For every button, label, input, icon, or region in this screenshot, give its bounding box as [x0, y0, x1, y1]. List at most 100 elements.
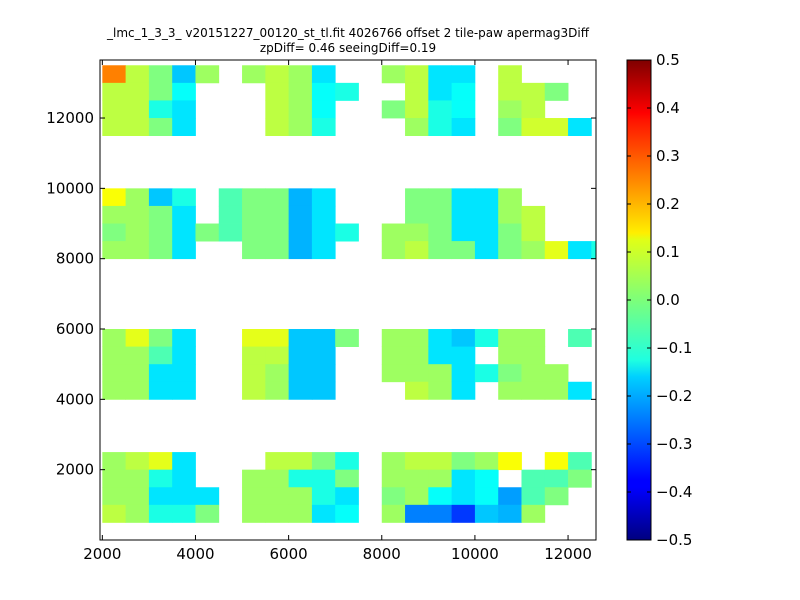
heatmap-cell: [102, 346, 127, 365]
heatmap-cell: [242, 205, 266, 224]
heatmap-cell: [405, 188, 429, 207]
y-tick-label: 10000: [46, 179, 94, 197]
heatmap-cell: [148, 65, 173, 84]
heatmap-cell: [451, 82, 476, 101]
heatmap-cell: [544, 469, 569, 488]
heatmap-cell: [405, 329, 429, 347]
heatmap-cell: [172, 100, 196, 119]
heatmap-cell: [172, 452, 196, 471]
heatmap-cell: [568, 118, 592, 136]
heatmap-cell: [242, 469, 266, 488]
heatmap-cell: [405, 452, 429, 471]
heatmap-cell: [311, 452, 336, 471]
heatmap-cell: [265, 329, 290, 347]
heatmap-cell: [474, 504, 499, 523]
heatmap-cell: [148, 487, 173, 506]
heatmap-cell: [405, 241, 429, 260]
heatmap-cell: [498, 381, 522, 400]
heatmap-cell: [288, 65, 313, 84]
heatmap-cell: [242, 487, 266, 506]
heatmap-cell: [405, 82, 429, 101]
heatmap-cell: [405, 346, 429, 365]
colorbar-ticks: 0.5 0.4 0.3 0.2 0.1 0.0 −0.1 −0.2 −0.3 −0.4 −0.5: [627, 51, 692, 549]
heatmap-cell: [242, 364, 266, 383]
heatmap-cell: [125, 205, 150, 224]
heatmap-cell: [288, 346, 313, 365]
colorbar-tick-label: 0.2: [656, 195, 680, 213]
heatmap-cell: [102, 205, 127, 224]
heatmap-cell: [242, 188, 266, 207]
heatmap-cell: [265, 487, 290, 506]
heatmap-cell: [172, 504, 196, 523]
heatmap-cell: [265, 504, 290, 523]
heatmap-cell: [428, 205, 453, 224]
heatmap-cell: [474, 188, 499, 207]
heatmap-cell: [568, 381, 592, 400]
heatmap-cell: [288, 205, 313, 224]
heatmap-cell: [102, 381, 127, 400]
heatmap-cell: [428, 469, 453, 488]
heatmap-cell: [521, 118, 546, 136]
heatmap-cell: [521, 329, 546, 347]
heatmap-cell: [265, 364, 290, 383]
heatmap-cell: [498, 487, 522, 506]
heatmap-cell: [288, 241, 313, 260]
heatmap-cell: [148, 241, 173, 260]
heatmap-cell: [311, 487, 336, 506]
heatmap-cell: [544, 452, 569, 471]
heatmap-cell: [381, 65, 406, 84]
heatmap-cell: [242, 381, 266, 400]
heatmap-cell: [335, 452, 359, 471]
heatmap-cell: [172, 329, 196, 347]
heatmap-cell: [288, 82, 313, 101]
heatmap-cell: [288, 381, 313, 400]
heatmap-cell: [498, 364, 522, 383]
heatmap-cell: [335, 487, 359, 506]
colorbar-tick-label: 0.0: [656, 291, 680, 309]
heatmap-cell: [288, 118, 313, 136]
heatmap-cell: [405, 504, 429, 523]
chart-subtitle: zpDiff= 0.46 seeingDiff=0.19: [260, 41, 436, 55]
heatmap-cell: [125, 381, 150, 400]
heatmap-cell: [102, 118, 127, 136]
heatmap-cell: [148, 452, 173, 471]
heatmap-cell: [521, 205, 546, 224]
heatmap-cell: [544, 364, 569, 383]
heatmap-cell: [172, 487, 196, 506]
heatmap-cell: [102, 100, 127, 119]
heatmap-cell: [521, 223, 546, 242]
chart-title: _lmc_1_3_3_ v20151227_00120_st_tl.fit 40…: [106, 26, 590, 40]
heatmap-cell: [148, 364, 173, 383]
heatmap-cell: [125, 223, 150, 242]
heatmap-cell: [405, 118, 429, 136]
heatmap-cell: [172, 364, 196, 383]
heatmap-cell: [544, 82, 569, 101]
heatmap-cell: [311, 469, 336, 488]
colorbar-tick-label: −0.1: [656, 339, 692, 357]
heatmap-cell: [428, 364, 453, 383]
heatmap-cell: [335, 329, 359, 347]
heatmap-cell: [521, 364, 546, 383]
y-tick-label: 6000: [56, 320, 94, 338]
heatmap-cell: [265, 205, 290, 224]
heatmap-cell: [381, 100, 406, 119]
heatmap-cell: [381, 329, 406, 347]
heatmap-cell: [102, 65, 127, 84]
heatmap-cell: [288, 329, 313, 347]
y-tick-label: 4000: [56, 390, 94, 408]
heatmap-cell: [172, 381, 196, 400]
heatmap-cell: [102, 487, 127, 506]
heatmap-cell: [172, 118, 196, 136]
heatmap-cell: [451, 452, 476, 471]
heatmap-cell: [148, 469, 173, 488]
heatmap-cell: [474, 329, 499, 347]
heatmap-cell: [521, 100, 546, 119]
heatmap-cell: [451, 329, 476, 347]
heatmap-cell: [172, 469, 196, 488]
heatmap-cell: [265, 381, 290, 400]
y-tick-label: 12000: [46, 109, 94, 127]
heatmap-cell: [474, 487, 499, 506]
heatmap-cell: [172, 188, 196, 207]
heatmap-cell: [125, 346, 150, 365]
heatmap-cell: [521, 82, 546, 101]
